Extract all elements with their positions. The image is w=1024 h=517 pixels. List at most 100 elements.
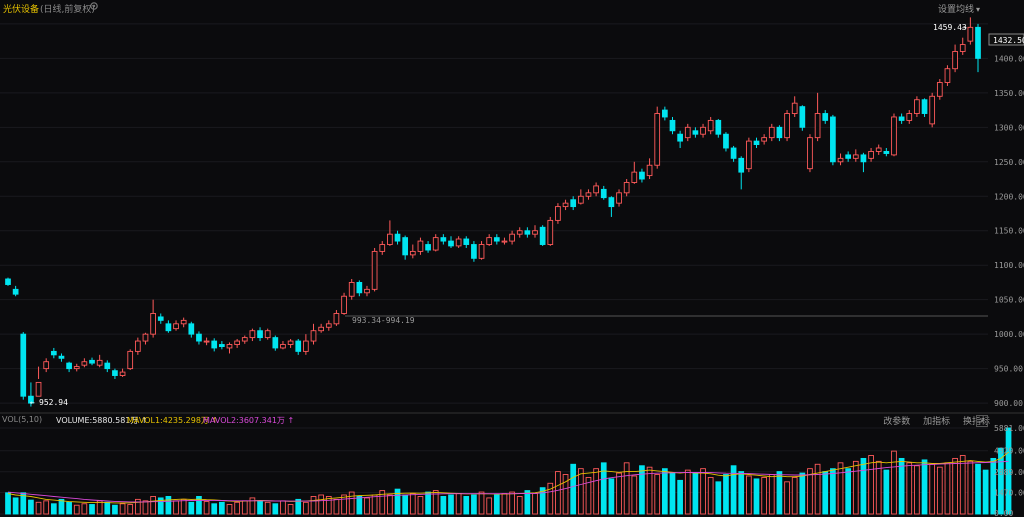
gear-icon[interactable]: [89, 1, 99, 11]
y-tick-label: 1300.00: [994, 123, 1024, 132]
candle: [440, 237, 447, 242]
volume-bar: [150, 496, 156, 515]
candle: [196, 333, 202, 342]
candle: [738, 157, 745, 173]
mavol2-line: [7, 460, 1009, 503]
candle: [478, 244, 485, 259]
candle: [226, 344, 233, 349]
candle: [883, 150, 890, 154]
candle: [303, 340, 309, 352]
candle: [272, 337, 279, 349]
volume-bar: [127, 504, 134, 515]
volume-bar: [669, 472, 676, 515]
candle: [524, 230, 531, 235]
candle: [914, 99, 920, 114]
indicator-selector[interactable]: VOL(5,10): [2, 415, 43, 424]
volume-bar: [493, 494, 500, 515]
candle: [35, 381, 42, 397]
candle: [249, 330, 256, 339]
candle: [287, 340, 294, 345]
add-indicator-button[interactable]: 加指标: [923, 417, 951, 427]
volume-bar: [58, 498, 65, 515]
volume-bar: [173, 500, 179, 515]
candle: [707, 119, 714, 132]
volume-bar: [417, 496, 424, 515]
candle: [822, 113, 829, 121]
volume-bar: [692, 472, 699, 515]
candle: [241, 337, 248, 342]
candle: [188, 323, 195, 335]
volume-bar: [929, 463, 936, 515]
ma-setting-dropdown[interactable]: 设置均线: [938, 2, 980, 15]
volume-bar: [547, 482, 554, 515]
candle: [776, 126, 783, 139]
candle: [616, 192, 622, 204]
candle: [639, 171, 645, 180]
volume-bar: [631, 475, 638, 515]
volume-bar: [219, 501, 225, 515]
volume-bar: [837, 462, 844, 515]
volume-bar: [639, 465, 645, 515]
volume-bar: [66, 501, 72, 515]
change-params-button[interactable]: 改参数: [883, 417, 911, 427]
volume-bar: [471, 494, 477, 515]
volume-bar: [310, 496, 317, 515]
candle: [318, 326, 324, 332]
volume-bar: [409, 493, 416, 515]
last-price-label: 1432.50: [993, 36, 1024, 45]
volume-bar: [898, 457, 905, 515]
candle: [173, 323, 179, 330]
volume-bar: [20, 492, 27, 515]
candle: [471, 244, 477, 259]
volume-bar: [738, 471, 745, 515]
candle: [921, 99, 928, 114]
volume-bar: [432, 490, 439, 515]
volume-bar: [89, 504, 95, 515]
candle: [860, 154, 867, 163]
candle: [600, 188, 607, 199]
volume-bar: [241, 500, 248, 515]
low-annotation: 952.94: [39, 398, 68, 407]
candle: [134, 340, 141, 352]
volume-bar: [73, 504, 80, 515]
volume-bar: [379, 490, 386, 515]
volume-bar: [325, 496, 332, 515]
candle: [356, 281, 363, 294]
y-tick-label: 900.00: [994, 399, 1023, 408]
candle: [891, 116, 897, 156]
volume-bar: [746, 475, 752, 515]
volume-bar: [555, 471, 561, 515]
volume-bar: [188, 501, 195, 515]
volume-bar: [707, 476, 714, 515]
volume-bar: [371, 494, 378, 515]
volume-bar: [318, 494, 324, 515]
candle: [150, 313, 156, 335]
candle: [936, 82, 943, 97]
candle: [608, 197, 615, 208]
close-icon[interactable]: ×: [976, 415, 988, 427]
candle: [646, 164, 653, 177]
y-tick-label: 1000.00: [994, 330, 1024, 339]
candle: [959, 44, 966, 52]
candle: [180, 319, 187, 325]
candle: [532, 230, 538, 235]
volume-bar: [730, 465, 737, 515]
candle: [58, 355, 65, 359]
volume-bar: [623, 462, 630, 515]
candle: [364, 288, 370, 294]
volume-bar: [600, 462, 607, 515]
candle: [570, 199, 577, 208]
volume-bar: [654, 474, 661, 515]
candle: [662, 109, 668, 118]
volume-bar: [516, 496, 523, 515]
volume-bar: [593, 468, 599, 515]
volume-bar: [959, 455, 966, 515]
volume-bar: [982, 469, 989, 515]
volume-bar: [577, 468, 584, 515]
candle: [127, 350, 134, 370]
mavol1-value: MAVOL1:4235.298万 ↑: [127, 416, 219, 425]
volume-bar: [119, 503, 126, 515]
candle: [203, 340, 210, 343]
security-name[interactable]: 光伏设备: [3, 5, 40, 15]
